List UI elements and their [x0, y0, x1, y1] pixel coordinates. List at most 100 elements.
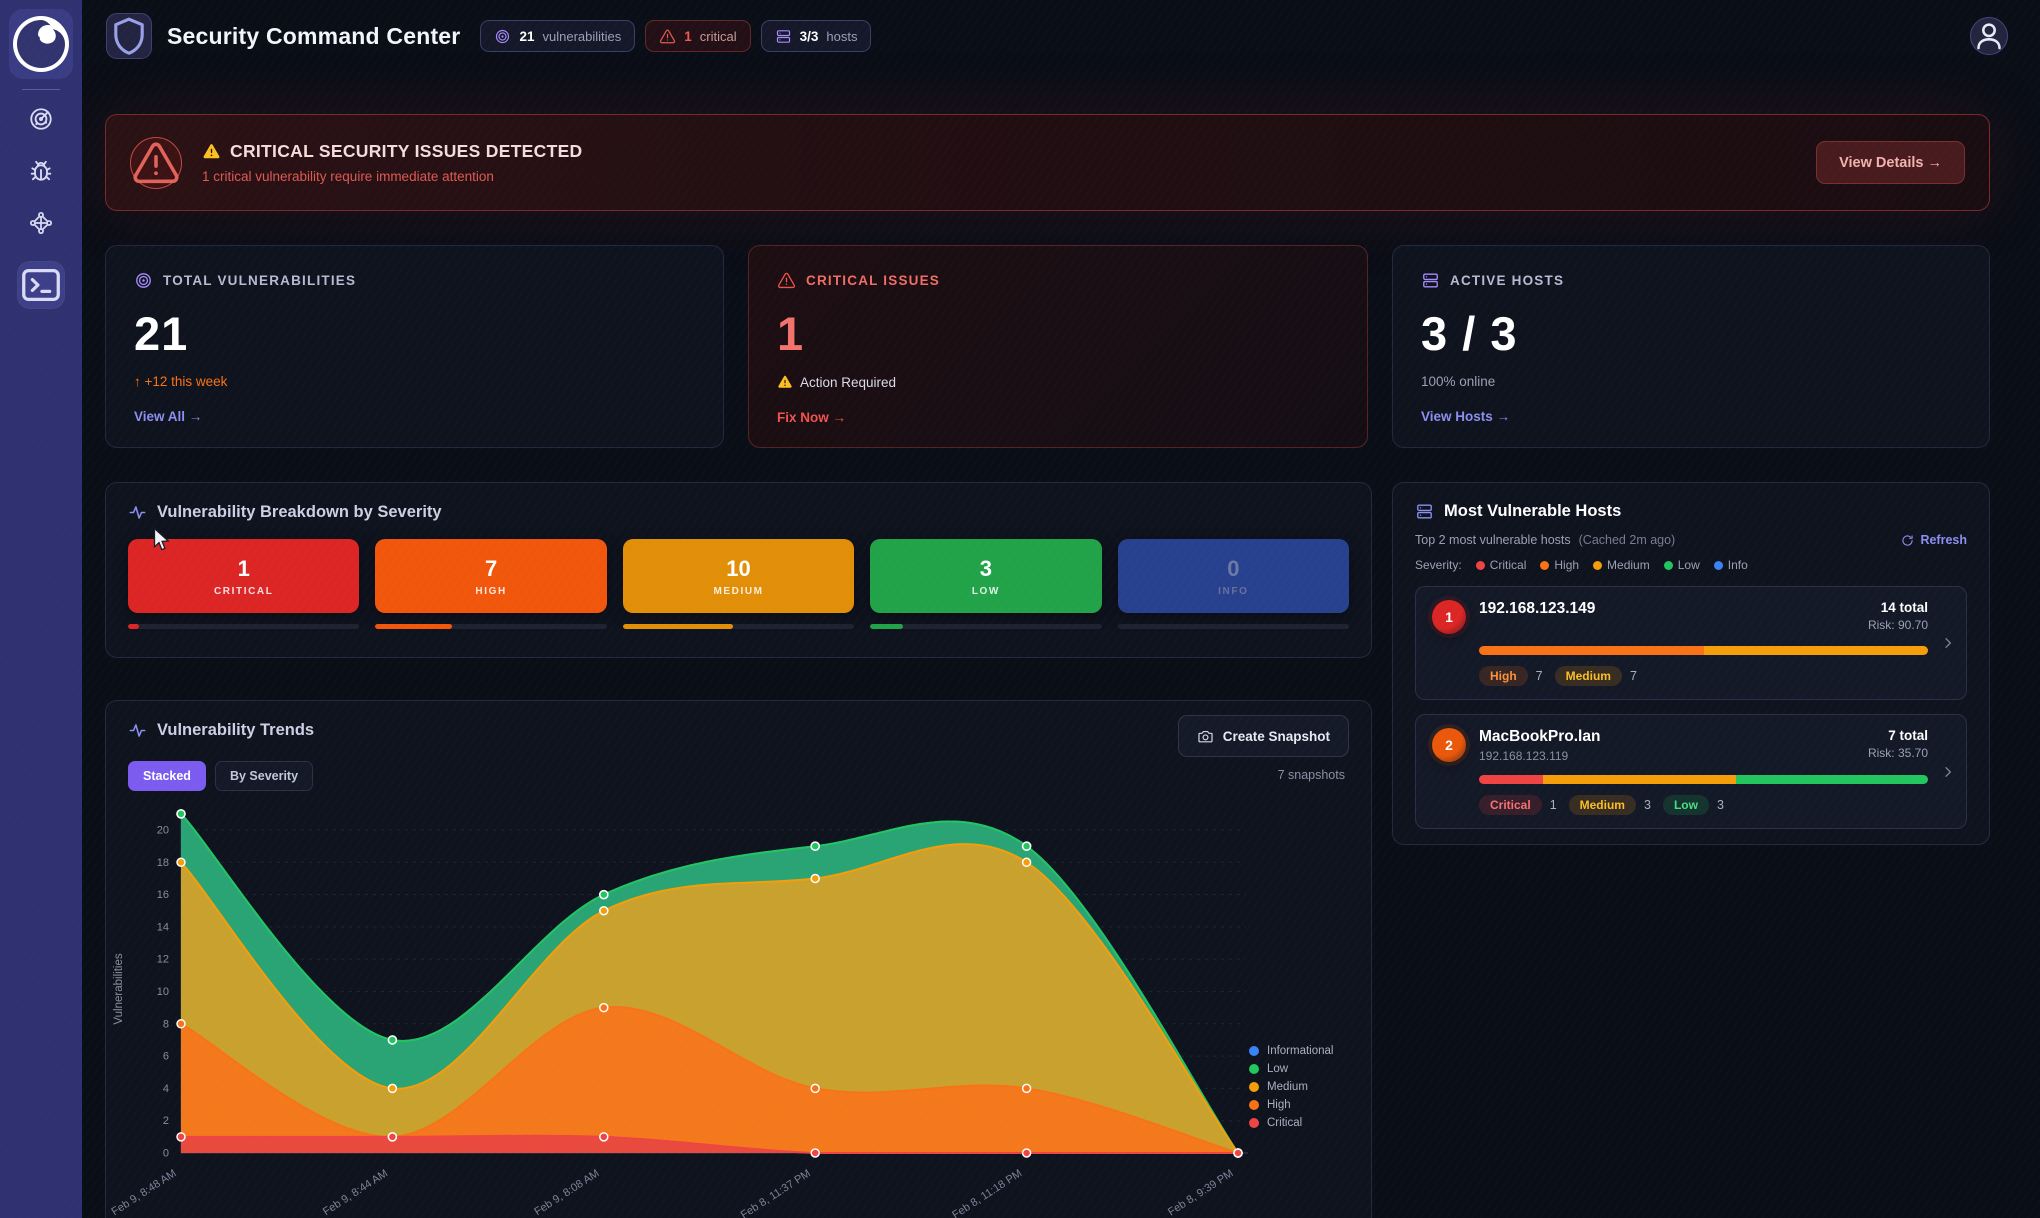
chevron-right-icon[interactable]: [1940, 764, 1956, 780]
severity-card-critical[interactable]: 1 CRITICAL: [128, 539, 360, 613]
svg-text:Feb 8, 11:37 PM: Feb 8, 11:37 PM: [739, 1167, 813, 1218]
view-details-button[interactable]: View Details →: [1816, 141, 1965, 184]
severity-column-low: 3 LOW: [870, 539, 1102, 629]
stat-card-value: 1: [777, 307, 805, 360]
chip-count: 3: [1643, 798, 1651, 812]
activity-icon: [128, 721, 147, 740]
sidebar-item-radar[interactable]: [28, 106, 54, 132]
header-badge-hosts[interactable]: 3/3 hosts: [760, 20, 872, 52]
severity-label: LOW: [971, 585, 1000, 597]
severity-label: CRITICAL: [213, 585, 274, 597]
page-title: Security Command Center: [167, 22, 461, 49]
badge-value: 1: [684, 28, 692, 44]
severity-progress-track: [870, 624, 1102, 629]
bar-segment-low: [1735, 775, 1928, 784]
legend-dot: [1540, 561, 1550, 570]
severity-label: HIGH: [475, 585, 507, 597]
critical-alert-banner: CRITICAL SECURITY ISSUES DETECTED 1 crit…: [105, 114, 1990, 211]
activity-icon: [128, 503, 147, 522]
severity-chip-critical: Critical: [1479, 795, 1542, 815]
severity-card-info[interactable]: 0 INFO: [1117, 539, 1350, 613]
create-snapshot-button[interactable]: Create Snapshot: [1177, 715, 1349, 757]
sidebar-item-vulnerabilities[interactable]: [28, 158, 54, 184]
trends-title: Vulnerability Trends: [157, 721, 315, 739]
warning-icon: [777, 374, 793, 390]
host-card-MacBookPro.lan[interactable]: 2 MacBookPro.lan 192.168.123.119 7 total Ris…: [1415, 714, 1967, 829]
tab-stacked[interactable]: Stacked: [128, 761, 206, 791]
sidebar-item-terminal[interactable]: [18, 262, 64, 308]
top-bar: Security Command Center 21 vulnerabilitie…: [82, 0, 2040, 72]
sidebar: [0, 0, 82, 1218]
stat-card-total-vulnerabilities: TOTAL VULNERABILITIES 21 ↑ +12 this week Vi…: [105, 245, 724, 448]
stat-card-link[interactable]: View All →: [134, 409, 203, 424]
header-badge-vulnerabilities[interactable]: 21 vulnerabilities: [480, 20, 636, 52]
radar-icon: [28, 106, 54, 132]
chevron-right-icon[interactable]: [1940, 635, 1956, 651]
sidebar-item-network[interactable]: [28, 210, 54, 236]
severity-card-medium[interactable]: 10 MEDIUM: [622, 539, 855, 613]
severity-progress-fill: [375, 624, 453, 629]
host-ip: 192.168.123.119: [1479, 749, 1569, 763]
user-menu-button[interactable]: [1970, 17, 2008, 55]
sidebar-nav: [18, 106, 64, 308]
target-icon: [134, 271, 153, 290]
host-rank-badge: 2: [1432, 728, 1466, 762]
vulnerability-trends-panel: Vulnerability Trends Create Snapshot Sta…: [105, 700, 1372, 1218]
chip-count: 7: [1535, 669, 1543, 683]
chart-legend: Informational Low Medium High Critical: [1249, 1045, 1333, 1129]
host-card-192.168.123.149[interactable]: 1 192.168.123.149 14 total Risk: 90.70 High 7…: [1415, 586, 1967, 700]
svg-text:2: 2: [163, 1115, 169, 1127]
legend-dot: [1593, 561, 1603, 570]
stat-card-title: ACTIVE HOSTS: [1450, 273, 1565, 288]
host-severity-bar: [1479, 646, 1928, 655]
chart-legend-item-informational: Informational: [1249, 1045, 1333, 1057]
bar-segment-high: [1479, 646, 1704, 655]
svg-text:Feb 9, 8:08 AM: Feb 9, 8:08 AM: [532, 1167, 601, 1218]
shield-icon: [107, 14, 151, 58]
bar-segment-medium: [1703, 646, 1928, 655]
svg-text:10: 10: [157, 986, 169, 998]
stat-card-link[interactable]: View Hosts →: [1421, 409, 1511, 424]
host-risk-score: Risk: 90.70: [1867, 618, 1928, 632]
logo-icon: [9, 12, 73, 76]
chart-legend-item-medium: Medium: [1249, 1081, 1333, 1093]
hosts-panel-title: Most Vulnerable Hosts: [1444, 502, 1622, 520]
server-icon: [1415, 502, 1434, 521]
target-icon: [494, 28, 511, 45]
host-total: 7 total: [1888, 728, 1928, 743]
severity-progress-track: [128, 624, 360, 629]
chip-count: 1: [1549, 798, 1557, 812]
hosts-panel-subtitle: Top 2 most vulnerable hosts: [1415, 533, 1571, 547]
host-chips: High 7 Medium 7: [1479, 666, 1950, 686]
tab-by-severity[interactable]: By Severity: [214, 761, 314, 791]
svg-text:16: 16: [157, 889, 169, 901]
severity-card-high[interactable]: 7 HIGH: [375, 539, 607, 613]
stat-card-link[interactable]: Fix Now →: [777, 410, 847, 425]
severity-column-critical: 1 CRITICAL: [128, 539, 360, 629]
host-severity-bar: [1479, 775, 1928, 784]
legend-dot: [1713, 561, 1723, 570]
user-icon: [1971, 18, 2007, 54]
severity-chip-high: High: [1479, 666, 1528, 686]
stat-card-subtext: ↑ +12 this week: [134, 374, 228, 389]
severity-card-low[interactable]: 3 LOW: [870, 539, 1102, 613]
app-logo[interactable]: [9, 9, 73, 79]
svg-text:0: 0: [163, 1148, 169, 1160]
header-badge-critical[interactable]: 1 critical: [645, 20, 751, 52]
svg-text:14: 14: [157, 921, 169, 933]
svg-text:Feb 9, 8:44 AM: Feb 9, 8:44 AM: [321, 1167, 390, 1218]
severity-progress-track: [375, 624, 607, 629]
legend-item-high: High: [1540, 558, 1579, 572]
svg-text:4: 4: [163, 1083, 169, 1095]
refresh-button[interactable]: Refresh: [1901, 533, 1967, 547]
stat-card-value: 3 / 3: [1421, 307, 1518, 360]
legend-item-critical: Critical: [1475, 558, 1526, 572]
chip-count: 3: [1716, 798, 1724, 812]
chart-legend-dot: [1249, 1064, 1259, 1074]
chart-legend-dot: [1249, 1118, 1259, 1128]
chart-legend-item-low: Low: [1249, 1063, 1333, 1075]
badge-value: 3/3: [799, 28, 819, 44]
severity-progress-track: [622, 624, 855, 629]
severity-progress-fill: [870, 624, 904, 629]
svg-text:Feb 8, 11:18 PM: Feb 8, 11:18 PM: [950, 1167, 1024, 1218]
